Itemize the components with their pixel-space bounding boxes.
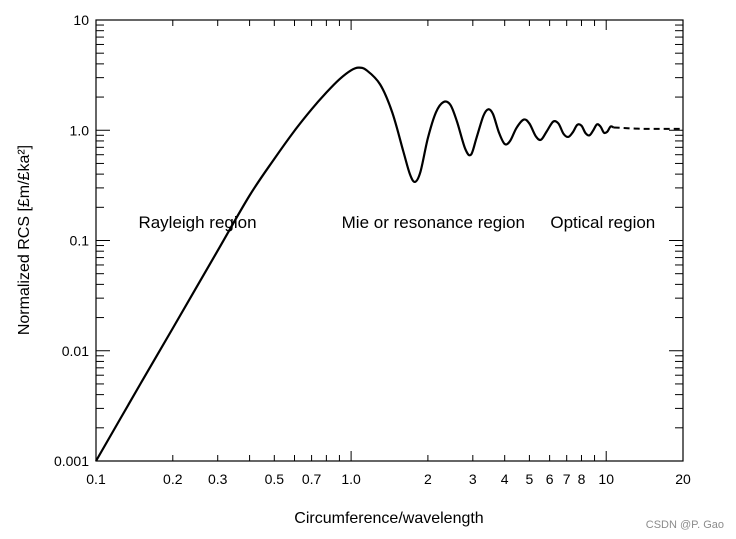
x-tick-label: 4 [501, 471, 509, 487]
x-tick-label: 0.2 [163, 471, 183, 487]
x-tick-label: 1.0 [341, 471, 361, 487]
x-tick-label: 10 [598, 471, 614, 487]
y-tick-label: 0.1 [70, 233, 90, 249]
x-tick-label: 8 [578, 471, 586, 487]
y-tick-labels: 0.001 0.01 0.1 1.0 10 [54, 12, 89, 469]
x-tick-label: 6 [546, 471, 554, 487]
y-tick-label: 0.001 [54, 453, 89, 469]
y-tick-label: 10 [73, 12, 89, 28]
x-tick-label: 5 [526, 471, 534, 487]
y-axis-title: Normalized RCS [£m/£ka²] [16, 145, 33, 335]
x-tick-label: 0.5 [265, 471, 285, 487]
x-tick-label: 0.3 [208, 471, 228, 487]
x-tick-label: 20 [675, 471, 691, 487]
y-tick-label: 1.0 [70, 122, 90, 138]
region-label: Mie or resonance region [342, 213, 525, 232]
optical-asymptote-dashed-line [613, 126, 684, 130]
x-tick-labels: 0.1 0.2 0.3 0.5 0.7 1.0 2 3 4 5 6 7 8 10 20 [86, 471, 691, 487]
axis-ticks [95, 19, 684, 462]
x-tick-label: 2 [424, 471, 432, 487]
rcs-series-line [95, 66, 615, 462]
x-tick-label: 0.7 [302, 471, 322, 487]
x-tick-label: 3 [469, 471, 477, 487]
region-label: Rayleigh region [138, 213, 256, 232]
region-annotations: Rayleigh region Mie or resonance region Op… [138, 213, 655, 232]
x-tick-label: 0.1 [86, 471, 106, 487]
plot-frame [95, 19, 684, 462]
x-axis-title: Circumference/wavelength [294, 510, 483, 527]
region-label: Optical region [550, 213, 655, 232]
y-tick-label: 0.01 [62, 343, 89, 359]
watermark-text: CSDN @P. Gao [645, 519, 724, 531]
x-tick-label: 7 [563, 471, 571, 487]
